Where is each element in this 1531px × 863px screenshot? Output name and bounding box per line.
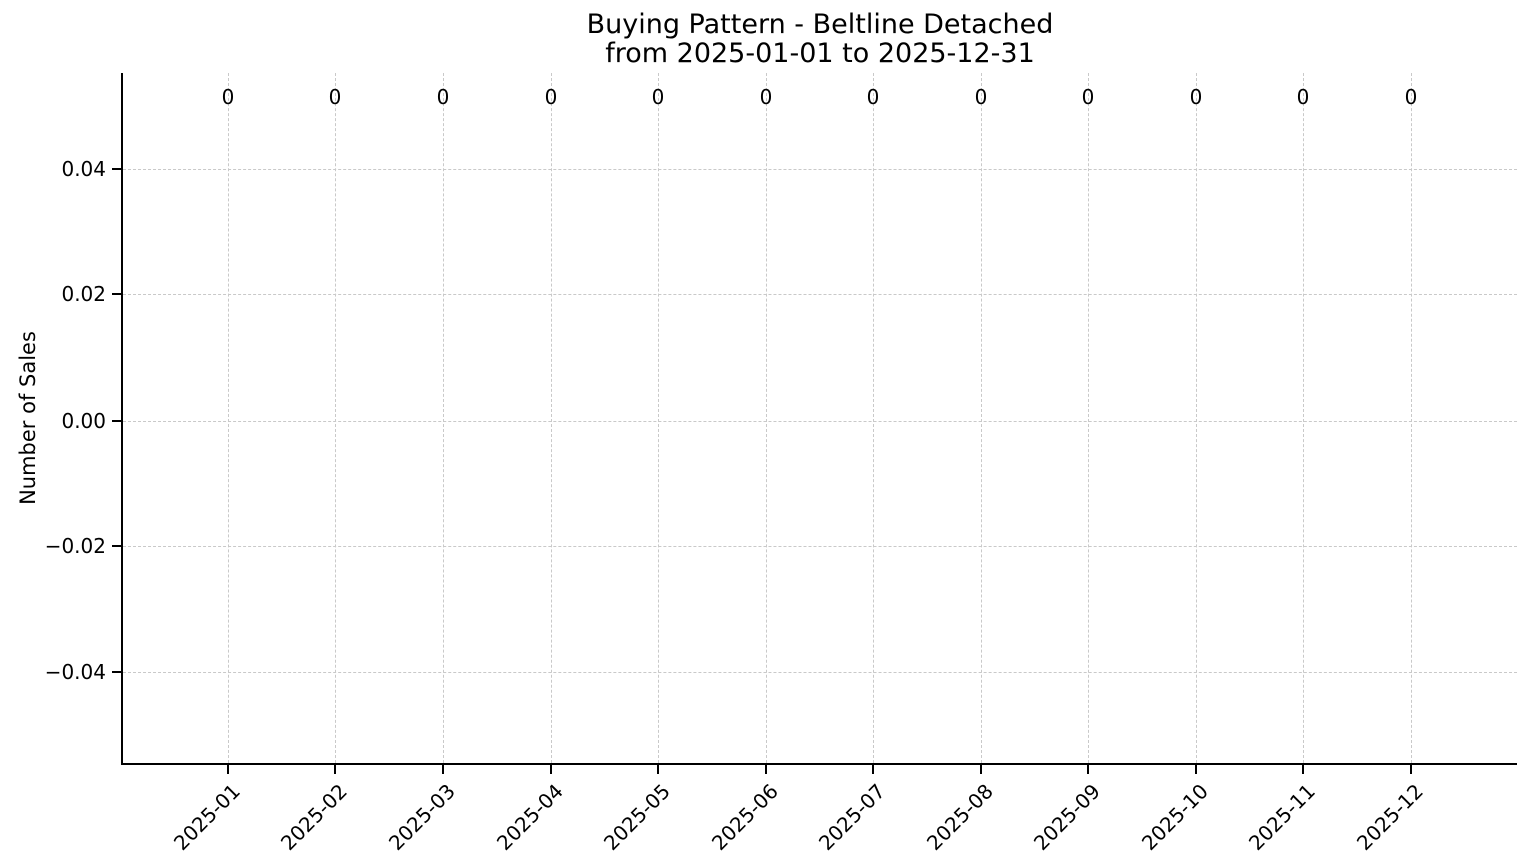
x-tick xyxy=(1302,765,1304,774)
x-gridline xyxy=(766,73,767,763)
x-tick-label: 2025-02 xyxy=(275,779,352,856)
x-gridline xyxy=(1196,73,1197,763)
x-gridline xyxy=(1411,73,1412,763)
bar-value-label: 0 xyxy=(759,85,773,109)
x-tick xyxy=(1410,765,1412,774)
x-tick xyxy=(765,765,767,774)
x-gridline xyxy=(658,73,659,763)
x-tick xyxy=(442,765,444,774)
x-tick-label: 2025-04 xyxy=(491,779,568,856)
x-tick-label: 2025-11 xyxy=(1243,779,1320,856)
x-tick xyxy=(550,765,552,774)
x-tick xyxy=(872,765,874,774)
bar-value-label: 0 xyxy=(544,85,558,109)
plot-area xyxy=(123,73,1517,763)
y-gridline xyxy=(123,294,1517,295)
y-tick-label: 0.04 xyxy=(61,157,106,181)
x-tick xyxy=(334,765,336,774)
x-tick-label: 2025-09 xyxy=(1028,779,1105,856)
y-axis-spine xyxy=(121,73,123,765)
bar-value-label: 0 xyxy=(328,85,342,109)
x-gridline xyxy=(443,73,444,763)
y-tick-label: −0.04 xyxy=(44,660,106,684)
x-tick-label: 2025-03 xyxy=(383,779,460,856)
x-gridline xyxy=(335,73,336,763)
x-tick-label: 2025-07 xyxy=(813,779,890,856)
x-gridline xyxy=(228,73,229,763)
chart-subtitle: from 2025-01-01 to 2025-12-31 xyxy=(605,38,1035,69)
bar-value-label: 0 xyxy=(1296,85,1310,109)
x-tick-label: 2025-08 xyxy=(921,779,998,856)
x-axis-spine xyxy=(121,763,1517,765)
x-tick xyxy=(1195,765,1197,774)
x-gridline xyxy=(1088,73,1089,763)
x-tick xyxy=(227,765,229,774)
chart-title: Buying Pattern - Beltline Detached xyxy=(586,9,1054,40)
y-tick xyxy=(112,168,122,170)
y-gridline xyxy=(123,169,1517,170)
x-tick xyxy=(657,765,659,774)
x-tick-label: 2025-10 xyxy=(1136,779,1213,856)
y-tick-label: 0.02 xyxy=(61,282,106,306)
y-tick xyxy=(112,671,122,673)
x-gridline xyxy=(551,73,552,763)
bar-value-label: 0 xyxy=(1081,85,1095,109)
bar-value-label: 0 xyxy=(974,85,988,109)
bar-value-label: 0 xyxy=(866,85,880,109)
x-tick-label: 2025-06 xyxy=(706,779,783,856)
y-tick-label: −0.02 xyxy=(44,534,106,558)
y-tick-label: 0.00 xyxy=(61,409,106,433)
x-tick-label: 2025-12 xyxy=(1351,779,1428,856)
bar-value-label: 0 xyxy=(1404,85,1418,109)
x-gridline xyxy=(981,73,982,763)
chart-title-block: Buying Pattern - Beltline Detached from … xyxy=(123,10,1517,68)
bar-value-label: 0 xyxy=(651,85,665,109)
y-tick xyxy=(112,293,122,295)
x-tick-label: 2025-01 xyxy=(168,779,245,856)
x-tick xyxy=(1087,765,1089,774)
bar-value-label: 0 xyxy=(436,85,450,109)
bar-value-label: 0 xyxy=(1189,85,1203,109)
x-tick-label: 2025-05 xyxy=(598,779,675,856)
y-tick xyxy=(112,545,122,547)
x-tick xyxy=(980,765,982,774)
x-gridline xyxy=(873,73,874,763)
y-tick xyxy=(112,420,122,422)
y-gridline xyxy=(123,672,1517,673)
y-gridline xyxy=(123,546,1517,547)
x-gridline xyxy=(1303,73,1304,763)
y-gridline xyxy=(123,421,1517,422)
bar-value-label: 0 xyxy=(221,85,235,109)
